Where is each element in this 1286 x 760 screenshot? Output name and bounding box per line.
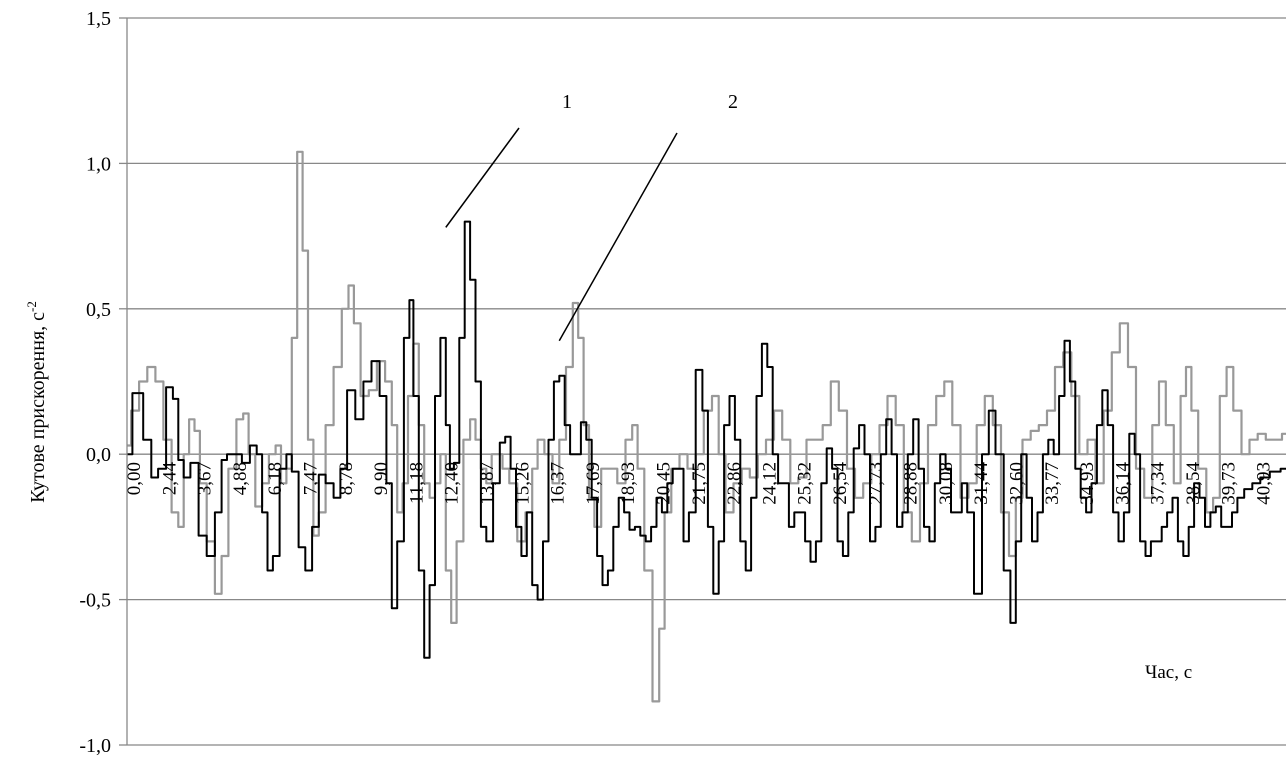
- x-tick-label: 28,88: [901, 462, 922, 505]
- annotation-label: 2: [728, 91, 738, 113]
- x-tick-label: 16,37: [548, 462, 569, 505]
- y-tick-label: 0,0: [86, 444, 111, 466]
- x-tick-label: 20,45: [654, 462, 675, 505]
- x-tick-label: 26,54: [830, 462, 851, 505]
- x-tick-label: 40,93: [1254, 462, 1275, 505]
- svg-text:Кутове прискорення, с-2: Кутове прискорення, с-2: [24, 301, 49, 503]
- x-tick-label: 32,60: [1007, 462, 1028, 505]
- x-tick-label: 31,44: [971, 462, 992, 505]
- x-tick-label: 21,75: [689, 462, 710, 505]
- x-tick-label: 38,54: [1183, 462, 1204, 505]
- y-tick-label: 1,0: [86, 153, 111, 175]
- x-axis-label: Час, с: [1145, 662, 1192, 683]
- x-tick-label: 15,26: [512, 462, 533, 505]
- x-tick-label: 2,44: [159, 462, 180, 496]
- x-tick-label: 27,73: [865, 462, 886, 505]
- x-tick-label: 3,67: [195, 462, 216, 495]
- x-tick-label: 9,90: [371, 462, 392, 495]
- annotation-leader: [445, 127, 520, 228]
- y-tick-labels: 1,5 1,0 0,5 0,0 -0,5 -1,0: [79, 8, 111, 757]
- gridlines: [119, 17, 1286, 746]
- series-line-2: [127, 150, 1286, 703]
- x-tick-label: 25,32: [795, 462, 816, 505]
- x-tick-label: 34,93: [1077, 462, 1098, 505]
- y-tick-label: 0,5: [86, 299, 111, 321]
- y-tick-label: 1,5: [86, 8, 111, 30]
- x-tick-labels: 0,00 2,44 3,67 4,88 6,18 7,47 8,78 9,90 11,18 12,…: [124, 462, 1275, 505]
- annotation-label: 1: [562, 91, 572, 113]
- x-tick-label: 24,12: [759, 462, 780, 505]
- x-tick-label: 39,73: [1218, 462, 1239, 505]
- x-tick-label: 4,88: [230, 462, 251, 495]
- y-axis-label-superscript: -2: [24, 301, 39, 312]
- x-tick-label: 30,08: [936, 462, 957, 505]
- y-axis-label-text: Кутове прискорення, с: [27, 312, 49, 503]
- y-tick-label: -0,5: [79, 590, 111, 612]
- y-axis-label: Кутове прискорення, с-2: [24, 301, 49, 503]
- series-line-1: [127, 220, 1286, 659]
- x-tick-label: 0,00: [124, 462, 145, 495]
- x-tick-label: 33,77: [1042, 462, 1063, 505]
- series-layer: [127, 150, 1286, 703]
- y-tick-label: -1,0: [79, 735, 111, 757]
- annotation-leader: [558, 132, 678, 342]
- x-tick-label: 7,47: [301, 462, 322, 495]
- x-tick-label: 13,87: [477, 462, 498, 505]
- x-tick-label: 6,18: [265, 462, 286, 495]
- x-tick-label: 8,78: [336, 462, 357, 495]
- x-tick-label: 12,40: [442, 462, 463, 505]
- x-tick-label: 17,69: [583, 462, 604, 505]
- x-tick-label: 18,93: [618, 462, 639, 505]
- x-tick-label: 37,34: [1148, 462, 1169, 505]
- x-tick-label: 11,18: [406, 462, 427, 504]
- x-tick-label: 22,86: [724, 462, 745, 505]
- x-tick-label: 36,14: [1112, 462, 1133, 505]
